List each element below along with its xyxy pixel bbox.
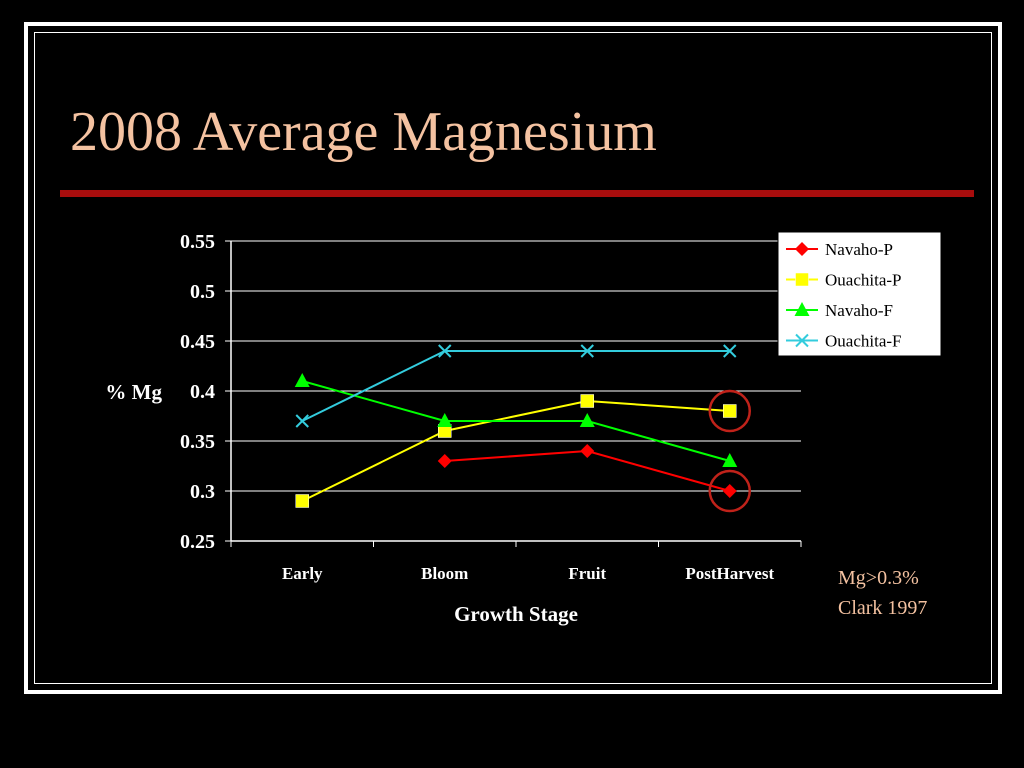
legend-label: Ouachita-P	[825, 271, 901, 290]
y-tick-label: 0.25	[180, 531, 215, 553]
y-tick-label: 0.55	[180, 231, 215, 253]
highlight-circle	[708, 389, 751, 433]
title-underline	[60, 190, 974, 197]
data-point-ouachita-p	[723, 404, 737, 418]
legend-label: Navaho-F	[825, 301, 893, 320]
x-tick-label: Bloom	[421, 564, 468, 583]
x-tick-label: PostHarvest	[685, 564, 774, 583]
threshold-note: Mg>0.3%	[838, 567, 919, 589]
x-tick-label: Early	[282, 564, 323, 583]
y-tick-label: 0.3	[190, 481, 215, 503]
legend-label: Navaho-P	[825, 240, 893, 259]
y-tick-label: 0.45	[180, 331, 215, 353]
data-point-navaho-f	[294, 373, 310, 387]
slide-title: 2008 Average Magnesium	[70, 101, 657, 163]
y-tick-label: 0.4	[190, 381, 215, 403]
legend-label: Ouachita-F	[825, 332, 901, 351]
legend-marker-ouachita-p	[795, 272, 809, 287]
legend-marker-navaho-p	[795, 242, 809, 256]
x-tick-label: Fruit	[568, 564, 606, 583]
slide-inner-border	[34, 32, 992, 684]
series-line-ouachita-p	[301, 399, 730, 502]
data-point-ouachita-f	[580, 344, 594, 358]
data-point-navaho-p	[722, 484, 737, 498]
data-point-navaho-f	[579, 413, 595, 427]
data-point-ouachita-p	[295, 494, 309, 508]
legend-marker-navaho-f	[794, 302, 810, 316]
highlight-circle	[708, 469, 751, 513]
data-point-navaho-p	[580, 444, 595, 458]
data-point-navaho-f	[722, 453, 738, 467]
x-axis-title: Growth Stage	[454, 602, 578, 626]
data-point-ouachita-f	[438, 344, 452, 358]
y-axis-title: % Mg	[105, 380, 162, 404]
data-point-ouachita-f	[295, 414, 309, 428]
data-point-ouachita-p	[580, 394, 594, 408]
legend-marker-ouachita-f	[795, 333, 809, 348]
citation-note: Clark 1997	[838, 597, 928, 619]
data-point-navaho-f	[437, 413, 453, 427]
y-tick-label: 0.35	[180, 431, 215, 453]
slide-outer-border	[24, 22, 1002, 694]
data-point-navaho-p	[437, 454, 452, 468]
series-line-ouachita-f	[301, 350, 730, 422]
data-point-ouachita-f	[723, 344, 737, 358]
series-line-navaho-f	[301, 380, 731, 462]
y-tick-label: 0.5	[190, 281, 215, 303]
